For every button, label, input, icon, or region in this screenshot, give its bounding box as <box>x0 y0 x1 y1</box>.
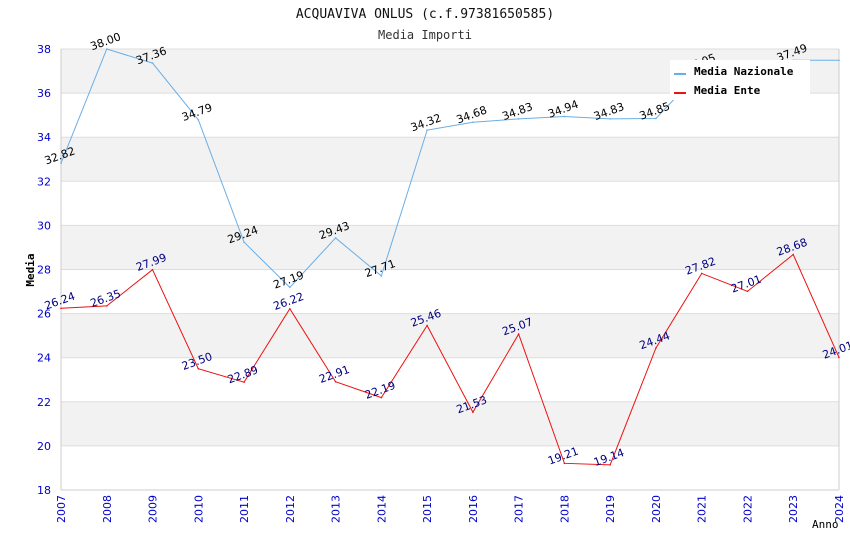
x-tick-label: 2011 <box>238 495 251 523</box>
data-label: 22.19 <box>363 379 397 402</box>
data-point <box>609 464 611 466</box>
data-point <box>105 48 108 50</box>
data-point <box>334 237 337 239</box>
data-point <box>289 307 291 310</box>
background-band <box>61 313 839 358</box>
data-point <box>426 129 428 131</box>
y-axis-label: Media <box>24 253 37 286</box>
x-tick-labels: 2007 2008 2009 2010 2011 2012 2013 2014 2015 2016… <box>55 495 846 523</box>
data-point <box>243 381 245 383</box>
data-point <box>563 115 566 118</box>
y-tick-label: 26 <box>37 308 51 321</box>
y-tick-label: 32 <box>37 175 51 188</box>
x-tick-label: 2024 <box>833 495 846 523</box>
data-label: 26.35 <box>89 287 123 310</box>
y-tick-label: 36 <box>37 87 51 100</box>
data-point <box>517 333 520 335</box>
x-tick-label: 2009 <box>147 495 160 523</box>
data-point <box>243 241 245 243</box>
x-tick-label: 2010 <box>192 495 205 523</box>
chart-title: ACQUAVIVA ONLUS (c.f.97381650585) <box>296 7 554 22</box>
data-label: 26.24 <box>43 290 77 313</box>
background-band <box>61 137 839 182</box>
x-tick-label: 2023 <box>787 495 800 523</box>
data-label: 34.32 <box>409 111 443 134</box>
data-point <box>563 462 566 465</box>
y-tick-label: 24 <box>37 352 51 365</box>
chart-subtitle: Media Importi <box>378 28 472 42</box>
y-tick-label: 30 <box>37 219 51 232</box>
data-point <box>105 305 108 307</box>
data-point <box>472 121 474 124</box>
data-point <box>60 307 62 310</box>
data-label: 27.19 <box>272 269 306 292</box>
data-point <box>380 275 383 277</box>
data-label: 27.01 <box>729 273 763 296</box>
data-label: 22.89 <box>226 363 260 386</box>
x-tick-label: 2021 <box>696 495 709 523</box>
legend: Media Nazionale Media Ente <box>670 60 810 100</box>
x-tick-label: 2017 <box>513 495 526 523</box>
data-point <box>472 411 474 413</box>
x-tick-label: 2007 <box>55 495 68 523</box>
legend-box <box>670 60 810 100</box>
data-label: 22.91 <box>317 363 351 386</box>
data-point <box>426 324 428 327</box>
data-point <box>197 118 200 121</box>
data-point <box>609 118 611 120</box>
data-point <box>838 356 840 359</box>
background-bands <box>61 49 839 446</box>
background-band <box>61 225 839 270</box>
data-point <box>151 268 154 271</box>
data-label: 19.14 <box>592 446 626 469</box>
background-band <box>61 401 839 446</box>
x-tick-label: 2020 <box>650 495 663 523</box>
y-tick-label: 34 <box>37 131 51 144</box>
y-tick-label: 20 <box>37 440 51 453</box>
data-point <box>151 62 154 64</box>
data-point <box>792 253 795 256</box>
legend-entry: Media Ente <box>694 84 761 97</box>
x-tick-label: 2008 <box>101 495 114 523</box>
data-point <box>289 286 291 289</box>
y-tick-label: 28 <box>37 264 51 277</box>
y-tick-labels: 18 20 22 24 26 28 30 32 34 36 38 <box>37 43 51 497</box>
data-point <box>380 396 383 399</box>
data-point <box>517 118 520 120</box>
data-label: 34.68 <box>455 103 489 126</box>
x-axis-label: Anno <box>812 518 839 531</box>
y-tick-label: 18 <box>37 484 51 497</box>
data-label: 34.85 <box>638 100 672 123</box>
data-label: 34.83 <box>592 100 626 123</box>
data-label: 26.22 <box>272 290 306 313</box>
x-tick-label: 2016 <box>467 495 480 523</box>
axes <box>60 49 840 491</box>
data-label: 34.83 <box>500 100 534 123</box>
series-line <box>60 253 840 466</box>
x-tick-label: 2018 <box>558 495 571 523</box>
data-point <box>197 367 200 370</box>
data-point <box>60 162 62 165</box>
data-point <box>838 59 840 62</box>
legend-entry: Media Nazionale <box>694 65 794 78</box>
y-tick-label: 38 <box>37 43 51 56</box>
data-point <box>655 117 657 120</box>
y-tick-label: 22 <box>37 396 51 409</box>
data-label: 34.79 <box>180 101 214 124</box>
x-tick-label: 2013 <box>330 495 343 523</box>
data-point <box>655 347 657 349</box>
x-tick-label: 2019 <box>604 495 617 523</box>
data-point <box>700 272 703 275</box>
x-tick-label: 2015 <box>421 495 434 523</box>
x-tick-label: 2012 <box>284 495 297 523</box>
data-point <box>334 380 337 383</box>
data-point <box>746 290 749 293</box>
x-tick-label: 2022 <box>741 495 754 523</box>
x-tick-label: 2014 <box>375 495 388 523</box>
